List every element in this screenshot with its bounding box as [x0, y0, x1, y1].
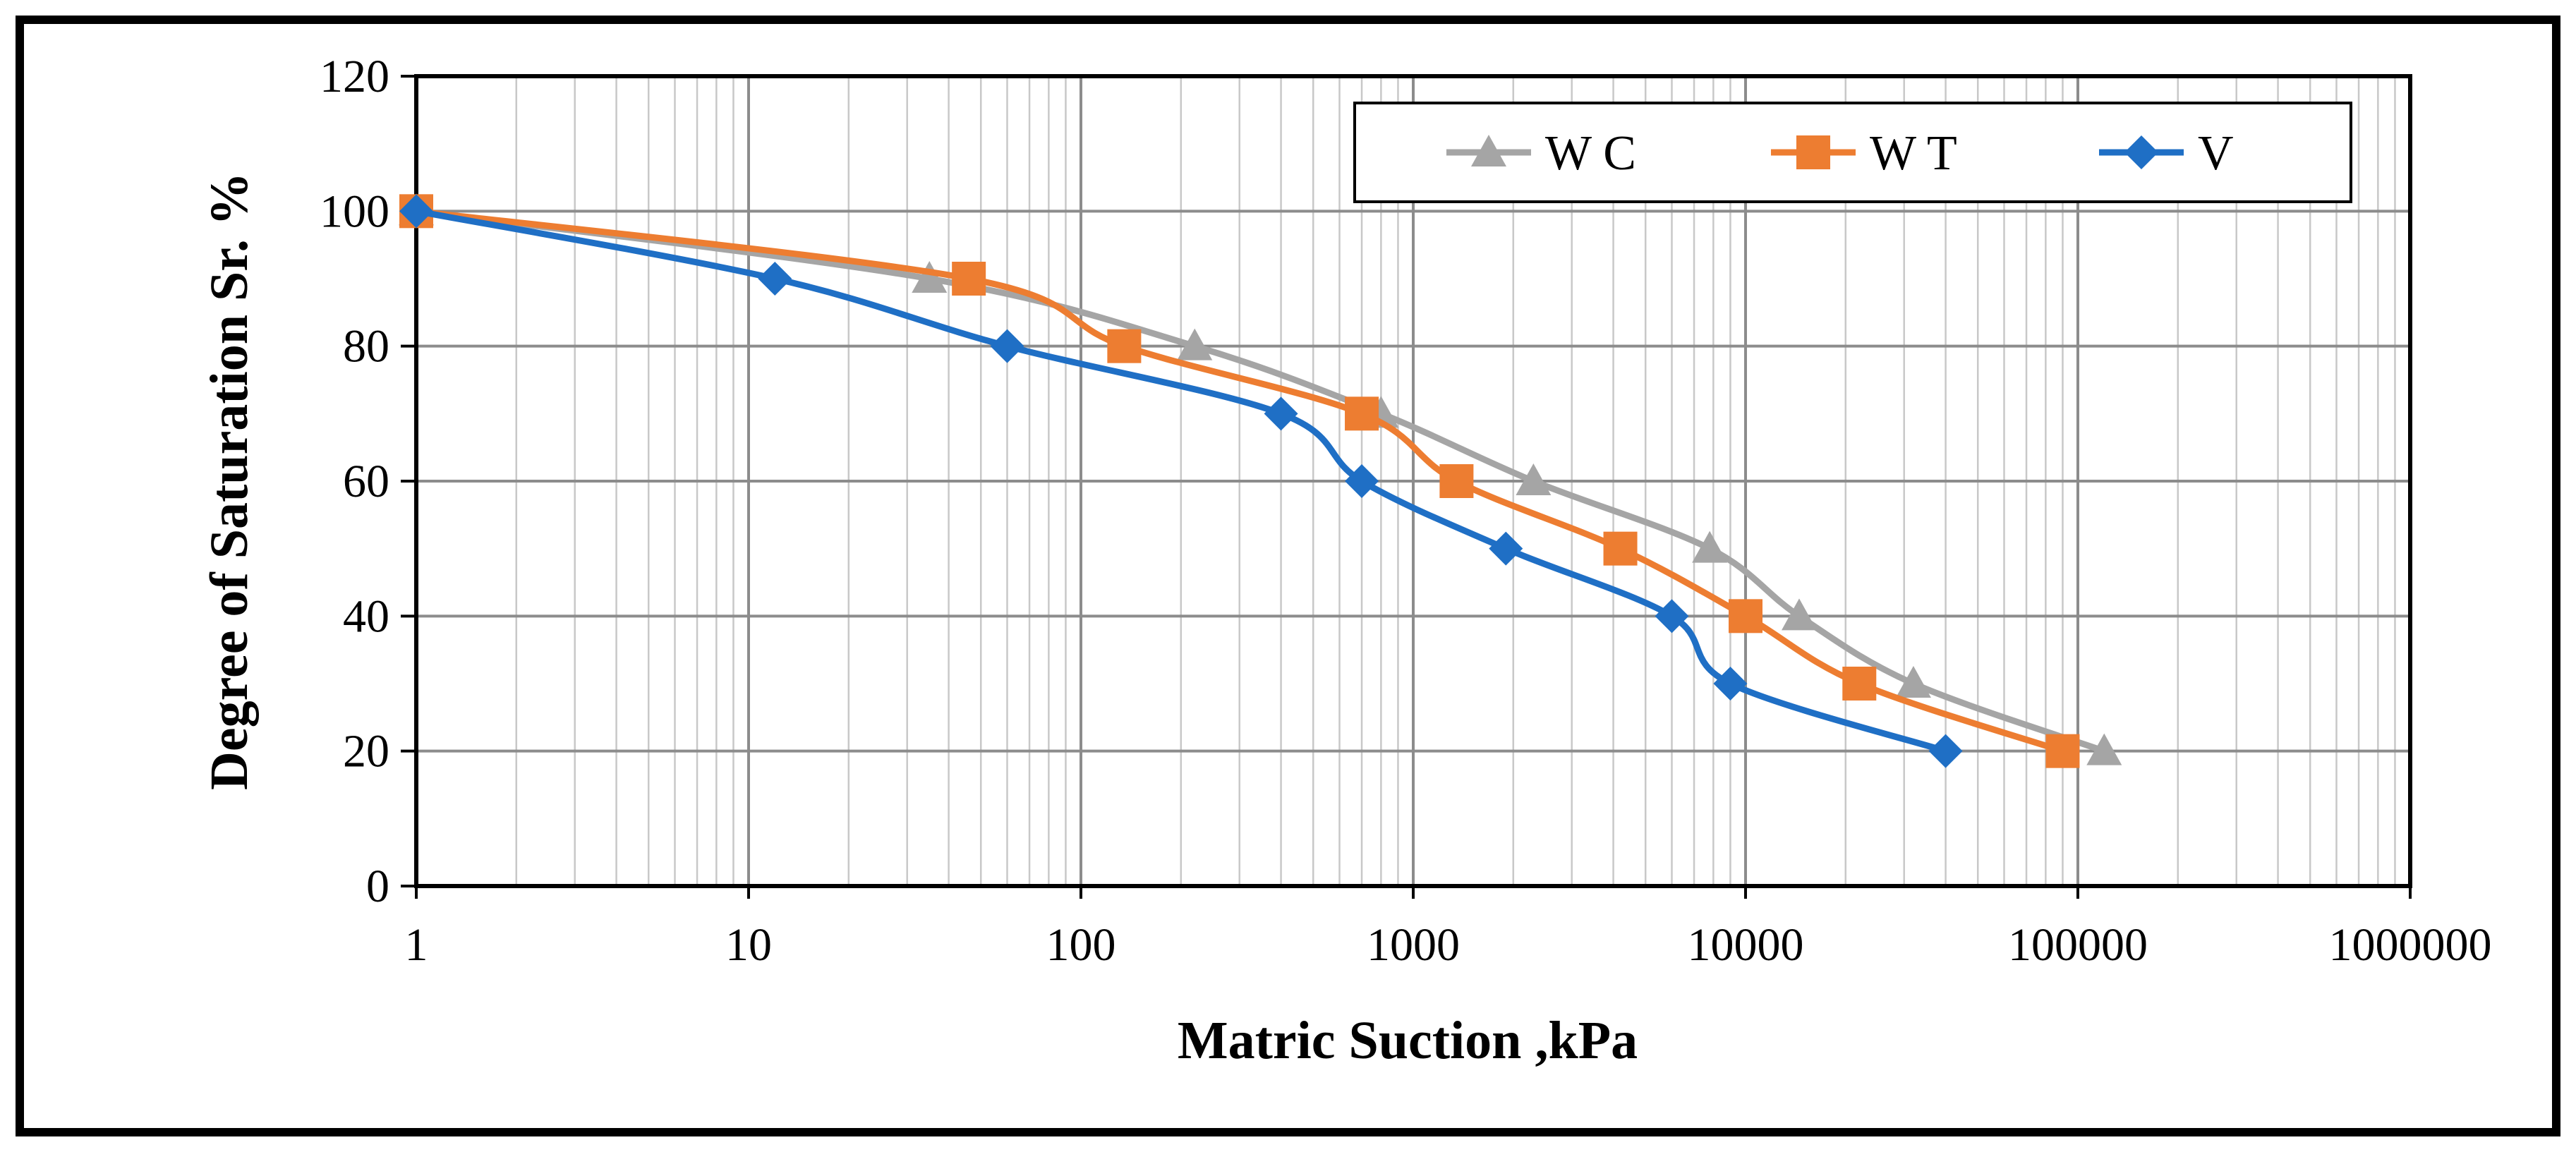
series-v — [399, 194, 1963, 768]
data-point-v — [1264, 396, 1298, 431]
data-point-wt — [1603, 531, 1638, 566]
axis-ticks: 1 10 100 1000 10000 100000 1000000 0 20 40 60 80 100… — [320, 51, 2492, 971]
data-point-wc — [1177, 328, 1213, 360]
y-tick-label: 120 — [320, 51, 389, 102]
data-point-wc — [1782, 598, 1818, 631]
y-tick-label: 20 — [343, 726, 389, 777]
x-tick-label: 1000 — [1367, 919, 1460, 971]
outer-border — [16, 16, 2560, 1136]
data-point-wt — [1729, 599, 1762, 633]
x-tick-label: 1 — [405, 919, 428, 971]
legend-marker-v — [2124, 135, 2158, 169]
data-point-wt — [1842, 667, 1877, 701]
data-point-v — [1928, 734, 1963, 768]
data-point-v — [1655, 599, 1689, 633]
y-tick-label: 0 — [366, 861, 389, 912]
data-point-wc — [1895, 666, 1931, 698]
legend-marker-wt — [1796, 135, 1830, 169]
legend-label-v: V — [2198, 126, 2234, 181]
series-wc — [399, 193, 2122, 765]
data-point-wt — [1107, 329, 1142, 363]
x-tick-label: 1000000 — [2329, 919, 2492, 971]
data-point-wc — [2086, 733, 2122, 765]
y-tick-label: 100 — [320, 186, 389, 237]
y-tick-label: 80 — [343, 321, 389, 372]
legend-label-wt: W T — [1870, 126, 1957, 181]
x-tick-label: 100 — [1046, 919, 1116, 971]
y-tick-label: 60 — [343, 456, 389, 507]
data-point-wt — [952, 262, 986, 296]
x-tick-label: 10 — [725, 919, 772, 971]
series-line-wt — [416, 207, 2064, 754]
series-line-wc — [416, 207, 2105, 754]
series-wt — [399, 194, 2080, 768]
data-point-v — [1345, 464, 1379, 498]
data-point-wt — [2045, 734, 2080, 768]
x-tick-label: 10000 — [1688, 919, 1804, 971]
data-point-wc — [912, 261, 948, 293]
data-point-wt — [1345, 396, 1379, 431]
data-point-wc — [1516, 463, 1552, 495]
legend-label-wc: W C — [1545, 126, 1636, 181]
data-point-v — [758, 262, 792, 296]
data-point-v — [990, 329, 1024, 363]
y-axis-title: Degree of Saturation Sr. % — [200, 172, 259, 790]
data-point-v — [1713, 667, 1748, 701]
x-axis-title: Matric Suction ,kPa — [1178, 1011, 1638, 1070]
data-point-wc — [1692, 530, 1728, 563]
data-point-wt — [1439, 464, 1474, 498]
data-point-v — [399, 194, 433, 229]
legend-marker-wc — [1471, 135, 1506, 166]
x-tick-label: 100000 — [2008, 919, 2148, 971]
y-tick-label: 40 — [343, 590, 389, 642]
series-group — [399, 193, 2122, 768]
data-point-v — [1489, 531, 1523, 566]
